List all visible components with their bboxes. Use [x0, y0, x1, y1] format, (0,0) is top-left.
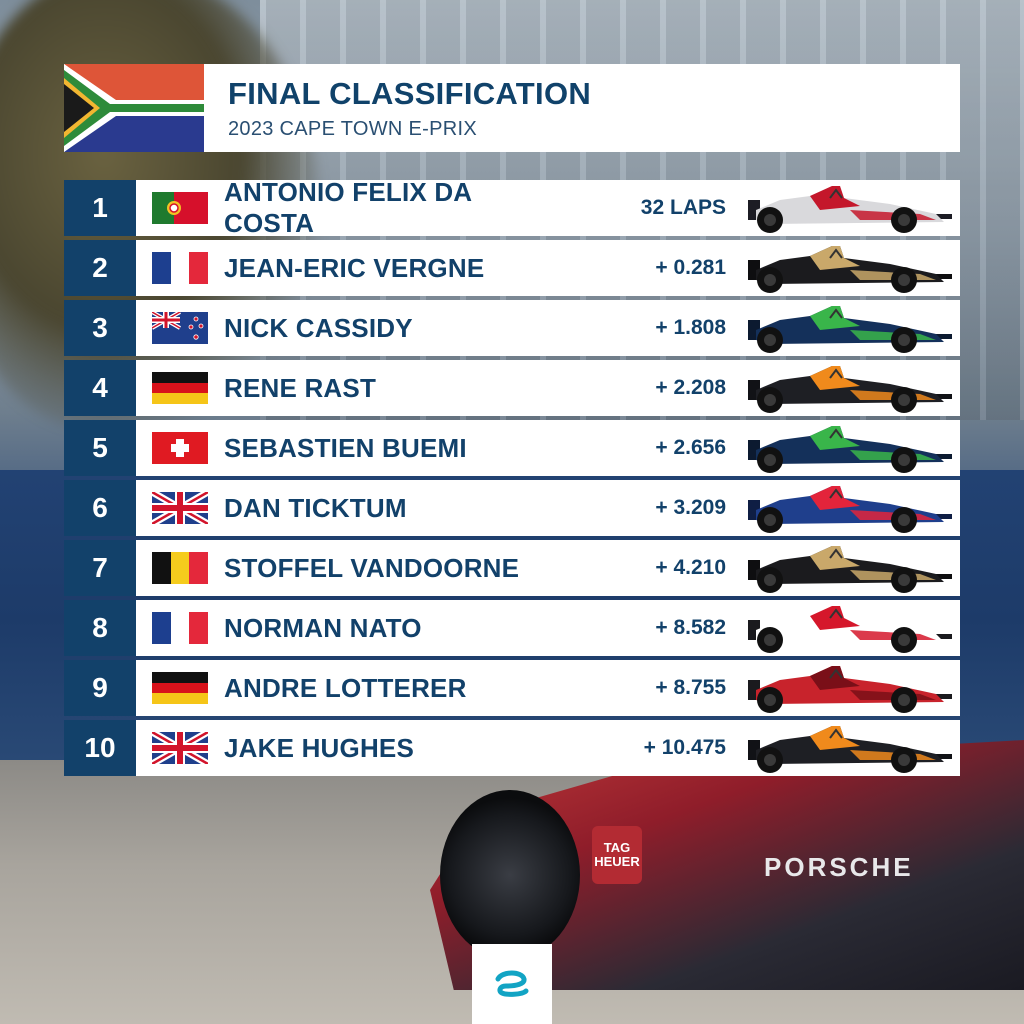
united-kingdom-flag-icon: [152, 492, 208, 524]
position-number: 2: [64, 240, 136, 296]
france-flag-icon: [152, 252, 208, 284]
result-row: 3 NICK CASSIDY + 1.808: [64, 300, 960, 356]
time-gap: + 3.209: [655, 496, 726, 519]
tag-heuer-badge: TAG HEUER: [592, 826, 642, 884]
germany-flag-icon: [152, 672, 208, 704]
new-zealand-flag-icon: [152, 312, 208, 344]
team-car-icon: [748, 486, 952, 533]
time-gap: + 4.210: [655, 556, 726, 579]
position-number: 9: [64, 660, 136, 716]
team-car-icon: [748, 186, 952, 233]
driver-name: NORMAN NATO: [224, 612, 422, 643]
driver-name: DAN TICKTUM: [224, 492, 407, 523]
result-row: 8 NORMAN NATO + 8.582: [64, 600, 960, 656]
driver-name: STOFFEL VANDOORNE: [224, 552, 520, 583]
time-gap: + 8.755: [655, 676, 726, 699]
result-row: 6 DAN TICKTUM + 3.209: [64, 480, 960, 536]
position-number: 10: [64, 720, 136, 776]
position-number: 8: [64, 600, 136, 656]
result-row: 7 STOFFEL VANDOORNE + 4.210: [64, 540, 960, 596]
portugal-flag-icon: [152, 192, 208, 224]
belgium-flag-icon: [152, 552, 208, 584]
time-gap: + 0.281: [655, 256, 726, 279]
team-car-icon: [748, 366, 952, 413]
driver-name: NICK CASSIDY: [224, 312, 413, 343]
position-number: 4: [64, 360, 136, 416]
position-number: 6: [64, 480, 136, 536]
germany-flag-icon: [152, 372, 208, 404]
france-flag-icon: [152, 612, 208, 644]
switzerland-flag-icon: [152, 432, 208, 464]
team-car-icon: [748, 606, 952, 653]
header-text: FINAL CLASSIFICATION 2023 CAPE TOWN E-PR…: [204, 64, 591, 152]
south-africa-flag-icon: [64, 64, 204, 152]
porsche-sponsor-text: PORSCHE: [764, 852, 914, 882]
time-gap: + 2.208: [655, 376, 726, 399]
team-car-icon: [748, 306, 952, 353]
driver-name: ANDRE LOTTERER: [224, 672, 467, 703]
driver-name: SEBASTIEN BUEMI: [224, 432, 467, 463]
header-card: FINAL CLASSIFICATION 2023 CAPE TOWN E-PR…: [64, 64, 960, 152]
time-gap: + 8.582: [655, 616, 726, 639]
position-number: 1: [64, 180, 136, 236]
team-car-icon: [748, 726, 952, 773]
tag-line1: TAG: [603, 839, 631, 855]
formula-e-mark: [495, 970, 529, 997]
race-car-wheel: [440, 790, 580, 960]
classification-table: 1 ANTONIO FELIX DA COSTA 32 LAPS 2 JEAN-ERIC…: [64, 177, 960, 780]
driver-name: RENE RAST: [224, 372, 377, 403]
team-car-icon: [748, 546, 952, 593]
position-number: 5: [64, 420, 136, 476]
team-car-icon: [748, 246, 952, 293]
formula-e-logo-icon: [472, 944, 552, 1024]
time-gap: 32 LAPS: [640, 196, 726, 219]
result-row: 1 ANTONIO FELIX DA COSTA 32 LAPS: [64, 177, 960, 238]
driver-name: ANTONIO FELIX DA COSTA: [224, 177, 472, 238]
team-car-icon: [748, 666, 952, 713]
page-title: FINAL CLASSIFICATION: [228, 75, 592, 111]
result-row: 10 JAKE HUGHES + 10.475: [64, 720, 960, 776]
time-gap: + 10.475: [643, 736, 726, 759]
page-subtitle: 2023 CAPE TOWN E-PRIX: [228, 117, 477, 140]
result-row: 2 JEAN-ERIC VERGNE + 0.281: [64, 240, 960, 296]
time-gap: + 1.808: [655, 316, 726, 339]
driver-name: JEAN-ERIC VERGNE: [224, 252, 485, 283]
tag-line2: HEUER: [594, 854, 640, 869]
position-number: 7: [64, 540, 136, 596]
team-car-icon: [748, 426, 952, 473]
position-number: 3: [64, 300, 136, 356]
result-row: 9 ANDRE LOTTERER + 8.755: [64, 660, 960, 716]
united-kingdom-flag-icon: [152, 732, 208, 764]
driver-name: JAKE HUGHES: [224, 732, 415, 763]
result-row: 5 SEBASTIEN BUEMI + 2.656: [64, 420, 960, 476]
time-gap: + 2.656: [655, 436, 726, 459]
result-row: 4 RENE RAST + 2.208: [64, 360, 960, 416]
